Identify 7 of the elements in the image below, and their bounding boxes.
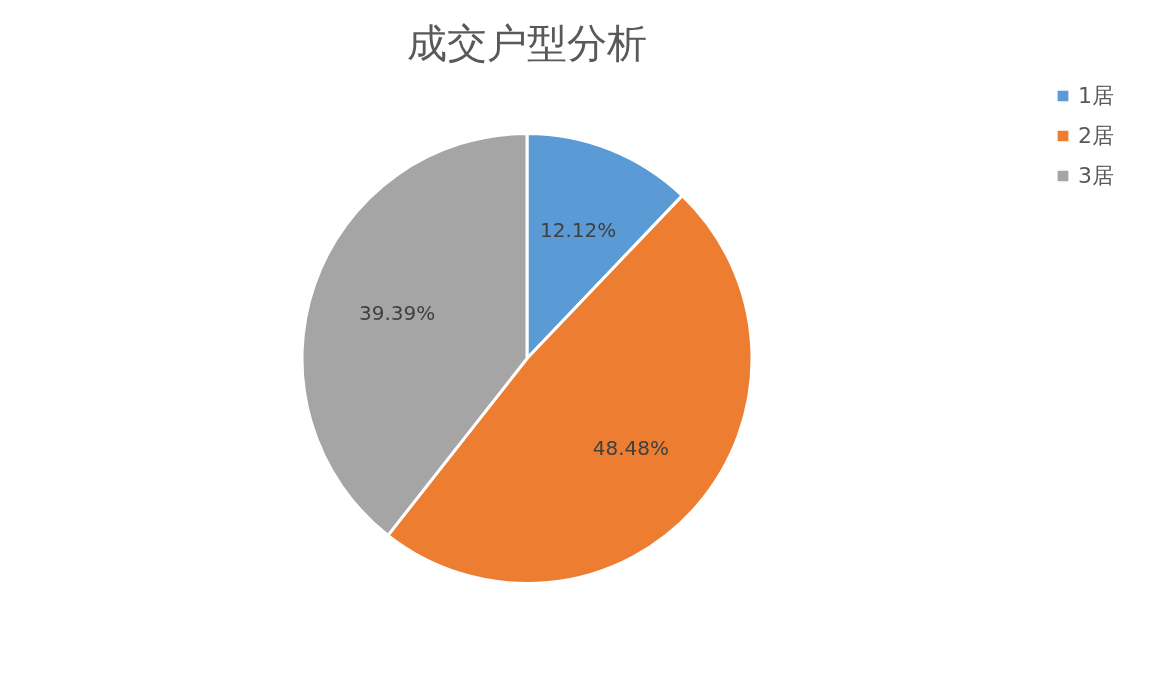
legend-label: 3居 — [1078, 163, 1114, 188]
data-label: 48.48% — [592, 435, 670, 460]
legend-label: 1居 — [1078, 83, 1114, 108]
data-label: 39.39% — [358, 300, 436, 325]
legend-label: 2居 — [1078, 123, 1114, 148]
chart-title: 成交户型分析 — [407, 20, 647, 66]
data-label: 12.12% — [539, 217, 617, 242]
